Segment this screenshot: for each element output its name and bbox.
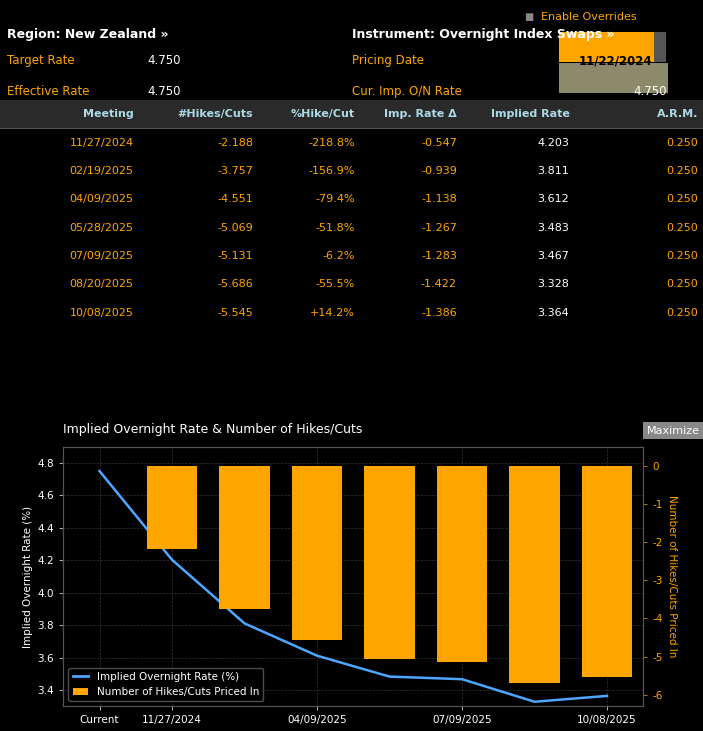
Text: Enable Overrides: Enable Overrides — [541, 12, 637, 22]
Bar — [147, 466, 198, 549]
Text: Implied Rate: Implied Rate — [491, 109, 569, 119]
Text: 0.250: 0.250 — [666, 166, 698, 176]
Text: -2.188: -2.188 — [217, 137, 253, 148]
Text: 0.250: 0.250 — [666, 308, 698, 317]
Text: 11/27/2024: 11/27/2024 — [70, 137, 134, 148]
Text: Meeting: Meeting — [83, 109, 134, 119]
Bar — [559, 63, 668, 93]
Text: 3.364: 3.364 — [538, 308, 569, 317]
Text: -1.386: -1.386 — [421, 308, 457, 317]
Text: 0.250: 0.250 — [666, 194, 698, 204]
Y-axis label: Implied Overnight Rate (%): Implied Overnight Rate (%) — [23, 505, 34, 648]
Y-axis label: Number of Hikes/Cuts Priced In: Number of Hikes/Cuts Priced In — [667, 496, 677, 658]
Text: -1.422: -1.422 — [421, 279, 457, 289]
Bar — [559, 32, 654, 62]
Text: 3.811: 3.811 — [538, 166, 569, 176]
Bar — [437, 466, 487, 662]
Text: 3.328: 3.328 — [538, 279, 569, 289]
Text: 0.250: 0.250 — [666, 222, 698, 232]
Text: 4.750: 4.750 — [633, 85, 666, 98]
Text: 02/19/2025: 02/19/2025 — [70, 166, 134, 176]
Bar — [509, 466, 560, 683]
Bar — [0, 100, 703, 129]
Text: -55.5%: -55.5% — [316, 279, 355, 289]
Text: Instrument: Overnight Index Swaps »: Instrument: Overnight Index Swaps » — [352, 28, 614, 41]
Text: -156.9%: -156.9% — [309, 166, 355, 176]
Bar — [654, 32, 666, 62]
Text: 4.203: 4.203 — [538, 137, 569, 148]
Text: +14.2%: +14.2% — [310, 308, 355, 317]
Text: 3.483: 3.483 — [538, 222, 569, 232]
Text: Effective Rate: Effective Rate — [7, 85, 89, 98]
Text: 11/22/2024: 11/22/2024 — [579, 54, 652, 67]
Text: -0.939: -0.939 — [421, 166, 457, 176]
Text: 0.250: 0.250 — [666, 279, 698, 289]
Text: -1.283: -1.283 — [421, 251, 457, 261]
Text: 0.250: 0.250 — [666, 137, 698, 148]
Text: Maximize: Maximize — [647, 425, 699, 436]
Text: -5.686: -5.686 — [217, 279, 253, 289]
Text: -1.267: -1.267 — [421, 222, 457, 232]
Text: 0.250: 0.250 — [666, 251, 698, 261]
Text: -6.2%: -6.2% — [323, 251, 355, 261]
Text: -3.757: -3.757 — [217, 166, 253, 176]
Bar — [292, 466, 342, 640]
Text: Cur. Imp. O/N Rate: Cur. Imp. O/N Rate — [352, 85, 461, 98]
Text: 4.750: 4.750 — [148, 54, 181, 67]
Text: -1.138: -1.138 — [421, 194, 457, 204]
Text: -0.547: -0.547 — [421, 137, 457, 148]
Bar — [581, 466, 633, 678]
Text: 04/09/2025: 04/09/2025 — [70, 194, 134, 204]
Text: 3.612: 3.612 — [538, 194, 569, 204]
Text: 4.750: 4.750 — [148, 85, 181, 98]
Text: -4.551: -4.551 — [217, 194, 253, 204]
Text: -218.8%: -218.8% — [309, 137, 355, 148]
Text: Pricing Date: Pricing Date — [352, 54, 423, 67]
Text: -5.545: -5.545 — [217, 308, 253, 317]
Text: #Hikes/Cuts: #Hikes/Cuts — [177, 109, 253, 119]
Text: %Hike/Cut: %Hike/Cut — [291, 109, 355, 119]
Text: A.R.M.: A.R.M. — [657, 109, 698, 119]
Text: 3.467: 3.467 — [538, 251, 569, 261]
Text: -51.8%: -51.8% — [316, 222, 355, 232]
Bar — [364, 466, 415, 659]
Text: 10/08/2025: 10/08/2025 — [70, 308, 134, 317]
Text: Region: New Zealand »: Region: New Zealand » — [7, 28, 169, 41]
Legend: Implied Overnight Rate (%), Number of Hikes/Cuts Priced In: Implied Overnight Rate (%), Number of Hi… — [68, 667, 263, 701]
Text: 07/09/2025: 07/09/2025 — [70, 251, 134, 261]
Text: -5.131: -5.131 — [217, 251, 253, 261]
Text: Imp. Rate Δ: Imp. Rate Δ — [385, 109, 457, 119]
Text: Target Rate: Target Rate — [7, 54, 75, 67]
Text: 05/28/2025: 05/28/2025 — [70, 222, 134, 232]
Text: -79.4%: -79.4% — [316, 194, 355, 204]
Bar — [219, 466, 270, 609]
Text: -5.069: -5.069 — [217, 222, 253, 232]
Text: ■: ■ — [524, 12, 533, 22]
Text: Implied Overnight Rate & Number of Hikes/Cuts: Implied Overnight Rate & Number of Hikes… — [63, 423, 363, 436]
Text: 08/20/2025: 08/20/2025 — [70, 279, 134, 289]
